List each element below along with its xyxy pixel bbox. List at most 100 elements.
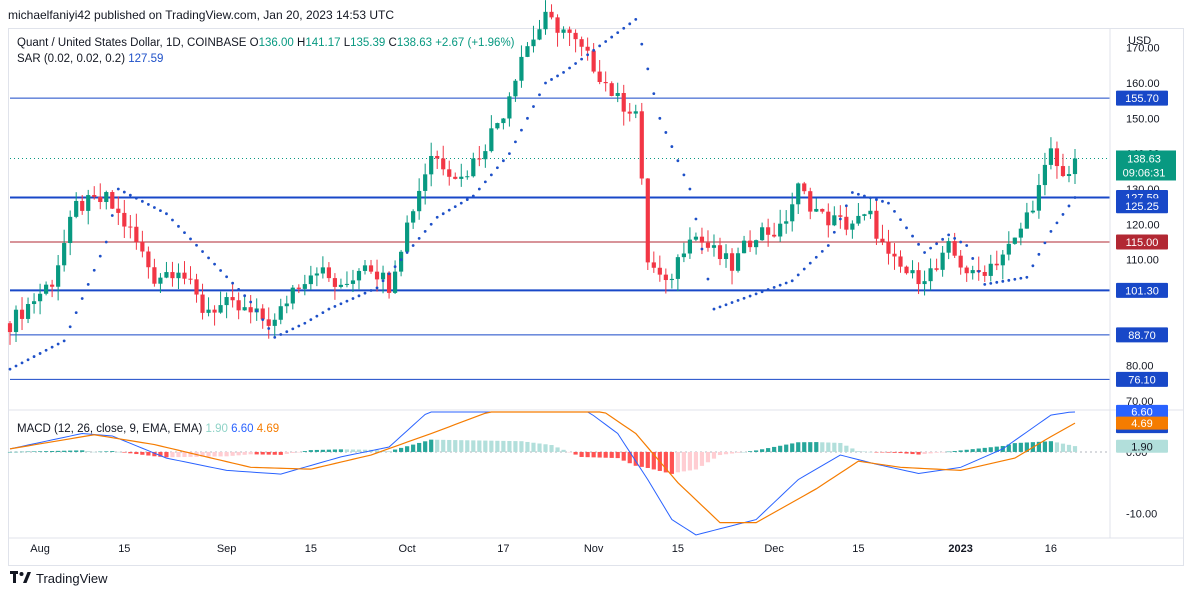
low-value: 135.39 [350,37,386,49]
candle-body [116,208,121,213]
sar-dot [682,173,686,177]
candle-body [916,270,921,285]
macd-hist-bar [862,451,867,453]
macd-hist-bar [62,450,67,452]
macd-hist-bar [1072,446,1078,452]
macd-hist-bar [922,451,927,454]
sar-dot [327,307,331,311]
macd-hist-bar [146,451,151,456]
candle-body [621,93,626,112]
candle-body [747,240,753,248]
sar-dot [736,298,740,302]
macd-hist-bar [104,451,109,452]
macd-signal-badge-bg [1116,416,1168,430]
macd-hist-bar [994,446,999,452]
candle-body [290,287,295,304]
level-badge-5-bg [1116,327,1168,343]
candle-body [934,268,939,270]
macd-hist-bar [386,451,392,452]
macd-hist-bar [50,451,55,452]
macd-hist-badge: 1.90 [1131,441,1152,453]
macd-hist-bar [332,449,338,452]
time-tick-label: 15 [852,543,864,555]
candle-body [128,226,133,228]
sar-dot [98,254,102,258]
sar-dot [453,205,457,209]
macd-hist-bar [603,451,608,458]
macd-hist-bar [826,442,831,452]
sar-dot [742,296,746,300]
sar-dot [86,282,90,286]
candle-body [1030,210,1035,213]
macd-hist-bar [561,449,566,452]
macd-hist-bar [874,451,879,453]
candle-body [1048,148,1054,165]
sar-dot [808,261,812,265]
macd-hist-bar [501,440,506,452]
candle-body [182,272,187,279]
candle-body [699,236,705,243]
candle-body [1006,243,1011,255]
macd-hist-bar [1066,444,1072,452]
macd-hist-bar [206,451,211,457]
price-tick-label: 170.00 [1126,43,1160,55]
candle-body [525,46,530,57]
macd-hist-bar [820,442,825,452]
macd-hist-bar [549,445,554,452]
macd-hist-bar [687,451,693,471]
candle-body [170,272,175,279]
macd-hist-bar [585,451,590,458]
candle-body [958,255,963,268]
publisher-line: michaelfaniyi42 published on TradingView… [8,8,395,22]
macd-hist-bar [320,449,325,452]
macd-hist-bar [266,451,271,455]
macd-hist-bar [711,451,717,459]
macd-hist-bar [429,439,434,452]
sar-dot [796,273,800,277]
macd-hist-bar [56,450,61,452]
macd-hist-bar [483,440,488,452]
sar-dot [351,297,355,300]
candle-body [405,222,410,252]
sar-dot [881,199,884,203]
sar-label: SAR (0.02, 0.02, 0.2) [17,53,126,65]
footer-brand: TradingView [36,571,108,586]
macd-hist-bar [790,443,795,452]
time-tick-label: 15 [672,543,684,555]
candle-body [44,284,49,294]
macd-hist-bar [880,451,885,453]
macd-hist-bar [302,451,307,452]
macd-hist-bar [356,449,362,452]
symbol-title: Quant / United States Dollar, 1D, COINBA… [17,37,247,49]
macd-line-badge-bg [1116,404,1168,418]
candles-layer [7,0,1078,345]
candle-body [772,234,777,237]
candle-body [856,215,861,224]
sar-dot [899,218,902,221]
macd-hist-bar [717,451,723,456]
macd-hist-bar [573,451,578,455]
time-tick-label: Sep [217,543,237,555]
time-tick-label: 2023 [948,543,972,555]
macd-hist-bar [37,451,43,452]
macd-hist-bar [278,451,283,455]
candle-body [326,267,331,279]
sar-dot [333,305,337,308]
chart-frame[interactable] [8,28,1184,566]
sar-dot [514,140,517,144]
sar-dot [700,247,704,251]
sar-dot [520,128,523,132]
sar-dot [44,348,48,352]
time-tick-label: Nov [584,543,604,555]
open-value: 136.00 [258,37,294,49]
macd-hist-bar [272,451,277,455]
level-badge-2: 125.25 [1125,201,1159,213]
sar-dot [634,18,638,21]
close-label: C [388,37,397,49]
sar-dot [189,237,192,241]
candle-body [778,223,783,237]
price-tick-label: 110.00 [1126,255,1159,267]
candle-body [362,265,368,271]
sar-dot [508,152,511,156]
